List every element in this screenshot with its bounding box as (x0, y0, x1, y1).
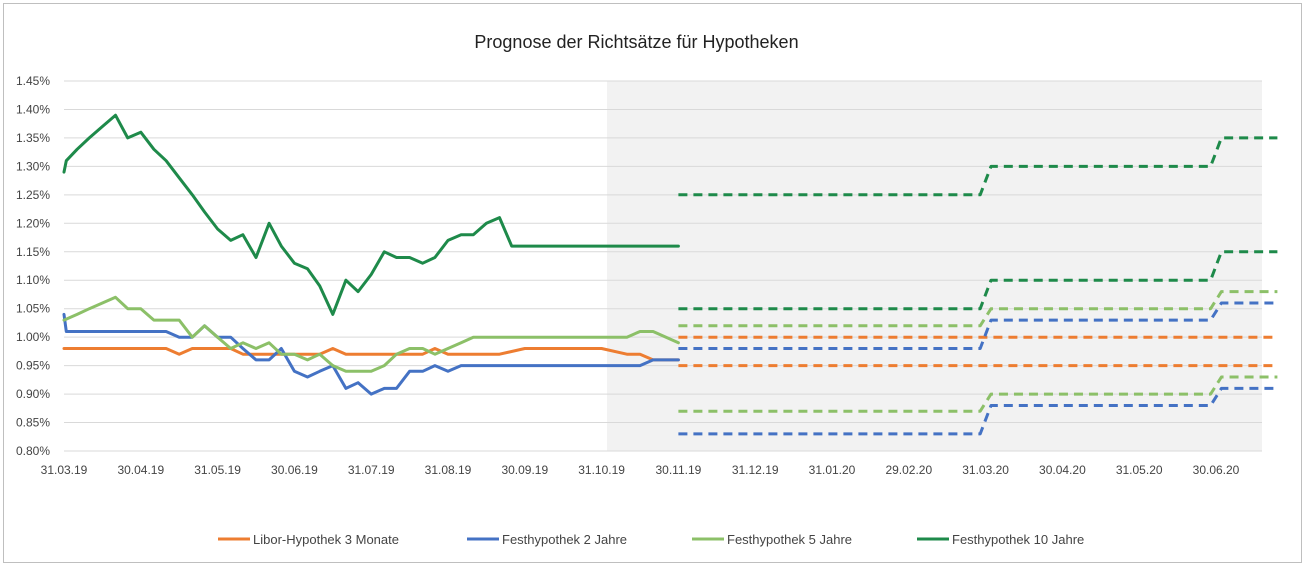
x-tick-label: 31.07.19 (348, 463, 395, 477)
y-tick-label: 0.90% (16, 387, 50, 401)
y-tick-label: 1.30% (16, 159, 50, 173)
chart-title: Prognose der Richtsätze für Hypotheken (474, 32, 799, 52)
forecast-line (678, 250, 1278, 311)
forecast-line (678, 136, 1278, 197)
y-tick-label: 0.95% (16, 359, 50, 373)
gridlines-group (64, 80, 1262, 452)
x-tick-label: 31.03.20 (962, 463, 1009, 477)
y-tick-label: 1.10% (16, 273, 50, 287)
y-tick-label: 1.05% (16, 302, 50, 316)
y-tick-label: 0.85% (16, 416, 50, 430)
x-tick-label: 30.06.19 (271, 463, 318, 477)
x-tick-label: 31.05.20 (1116, 463, 1163, 477)
x-tick-label: 30.09.19 (501, 463, 548, 477)
x-tick-label: 30.04.19 (117, 463, 164, 477)
legend-label: Festhypothek 5 Jahre (727, 532, 852, 547)
y-tick-label: 1.45% (16, 74, 50, 88)
x-tick-label: 31.05.19 (194, 463, 241, 477)
y-tick-label: 1.35% (16, 131, 50, 145)
series-line (62, 113, 680, 316)
legend: Libor-Hypothek 3 Monate Festhypothek 2 Ja… (218, 532, 1084, 547)
y-tick-label: 1.20% (16, 216, 50, 230)
legend-label: Festhypothek 2 Jahre (502, 532, 627, 547)
forecast-line (678, 290, 1278, 328)
series-lines-group (62, 113, 680, 396)
x-axis-tick-labels: 31.03.19 30.04.19 31.05.19 30.06.19 31.07.19… (41, 463, 1240, 477)
legend-label: Festhypothek 10 Jahre (952, 532, 1084, 547)
x-tick-label: 31.03.19 (41, 463, 88, 477)
forecast-line (678, 301, 1278, 350)
x-tick-label: 31.12.19 (732, 463, 779, 477)
forecast-region-group (606, 81, 1262, 451)
x-tick-label: 30.04.20 (1039, 463, 1086, 477)
forecast-line (678, 386, 1278, 436)
forecast-lines-group (678, 136, 1278, 436)
y-tick-label: 1.25% (16, 188, 50, 202)
x-tick-label: 31.10.19 (578, 463, 625, 477)
series-line (62, 295, 680, 373)
x-tick-label: 31.08.19 (425, 463, 472, 477)
legend-label: Libor-Hypothek 3 Monate (253, 532, 399, 547)
y-tick-label: 1.15% (16, 245, 50, 259)
x-tick-label: 30.11.19 (655, 463, 701, 477)
y-axis-tick-labels: 0.80% 0.85% 0.90% 0.95% 1.00% 1.05% 1.10% 1.15%… (16, 74, 50, 458)
x-tick-label: 30.06.20 (1193, 463, 1240, 477)
y-tick-label: 1.40% (16, 102, 50, 116)
x-tick-label: 31.01.20 (809, 463, 856, 477)
y-tick-label: 0.80% (16, 444, 50, 458)
forecast-line (678, 375, 1278, 413)
forecast-region (606, 81, 1262, 451)
y-tick-label: 1.00% (16, 330, 50, 344)
series-line (62, 347, 680, 362)
x-tick-label: 29.02.20 (885, 463, 932, 477)
